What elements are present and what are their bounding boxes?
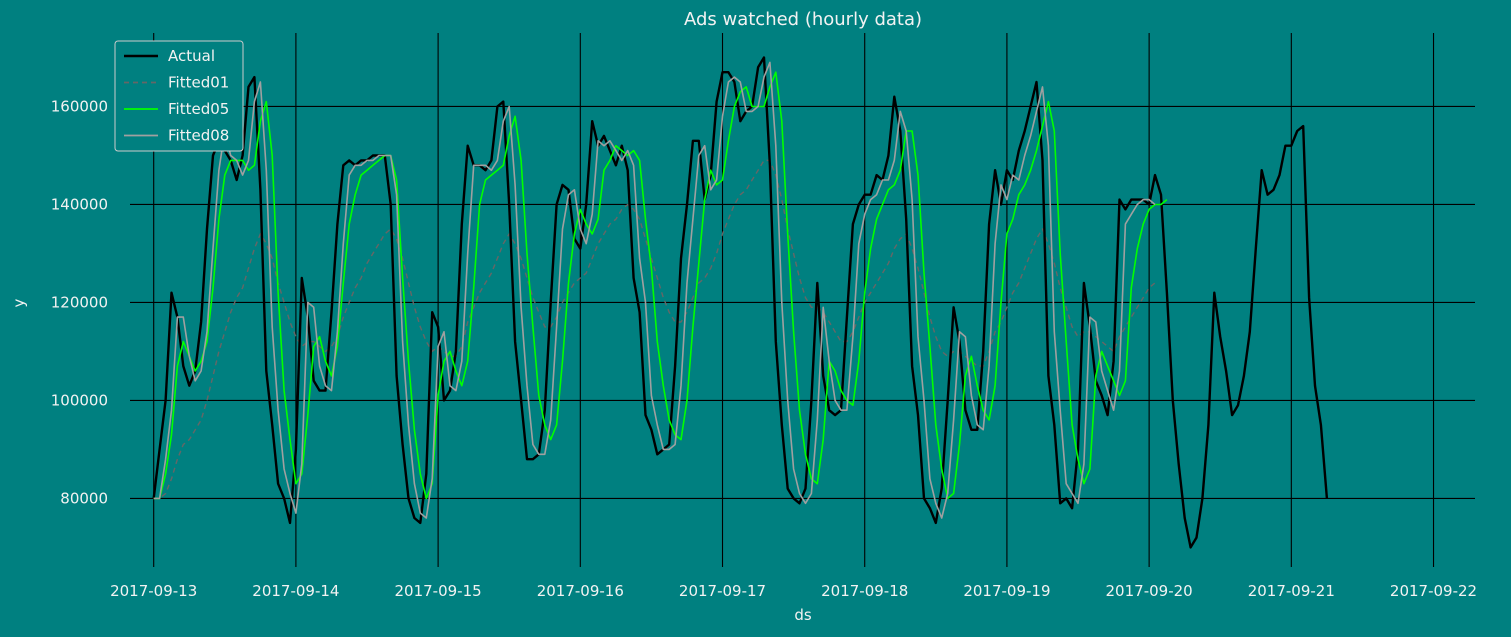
legend-label: Fitted01 — [168, 74, 229, 92]
x-tick-label: 2017-09-20 — [1106, 582, 1193, 600]
y-tick-label: 140000 — [51, 195, 108, 213]
x-axis-ticks: 2017-09-13 2017-09-14 2017-09-15 2017-09-16… — [110, 582, 1477, 600]
legend: Actual Fitted01 Fitted05 Fitted08 — [114, 40, 244, 152]
chart-title: Ads watched (hourly data) — [684, 9, 922, 30]
x-tick-label: 2017-09-16 — [537, 582, 624, 600]
x-tick-label: 2017-09-13 — [110, 582, 197, 600]
x-tick-label: 2017-09-22 — [1390, 582, 1477, 600]
legend-label: Fitted08 — [168, 127, 229, 145]
x-tick-label: 2017-09-18 — [821, 582, 908, 600]
x-axis-label: ds — [794, 606, 812, 624]
legend-label: Fitted05 — [168, 100, 229, 118]
series-line-actual — [152, 56, 1329, 549]
x-tick-label: 2017-09-21 — [1248, 582, 1335, 600]
x-tick-label: 2017-09-15 — [395, 582, 482, 600]
series-line-fitted01 — [153, 159, 1156, 500]
y-axis-ticks: 80000 100000 120000 140000 160000 — [51, 97, 108, 507]
series-line-fitted08 — [153, 61, 1156, 519]
y-axis-label: y — [10, 298, 28, 307]
series-line-fitted05 — [153, 71, 1168, 500]
y-tick-label: 160000 — [51, 97, 108, 115]
x-tick-label: 2017-09-14 — [252, 582, 339, 600]
series-lines — [152, 56, 1329, 549]
legend-label: Actual — [168, 47, 215, 65]
y-tick-label: 100000 — [51, 391, 108, 409]
x-tick-label: 2017-09-19 — [963, 582, 1050, 600]
x-tick-label: 2017-09-17 — [679, 582, 766, 600]
y-tick-label: 120000 — [51, 293, 108, 311]
legend-box — [114, 40, 244, 152]
y-tick-label: 80000 — [60, 489, 108, 507]
